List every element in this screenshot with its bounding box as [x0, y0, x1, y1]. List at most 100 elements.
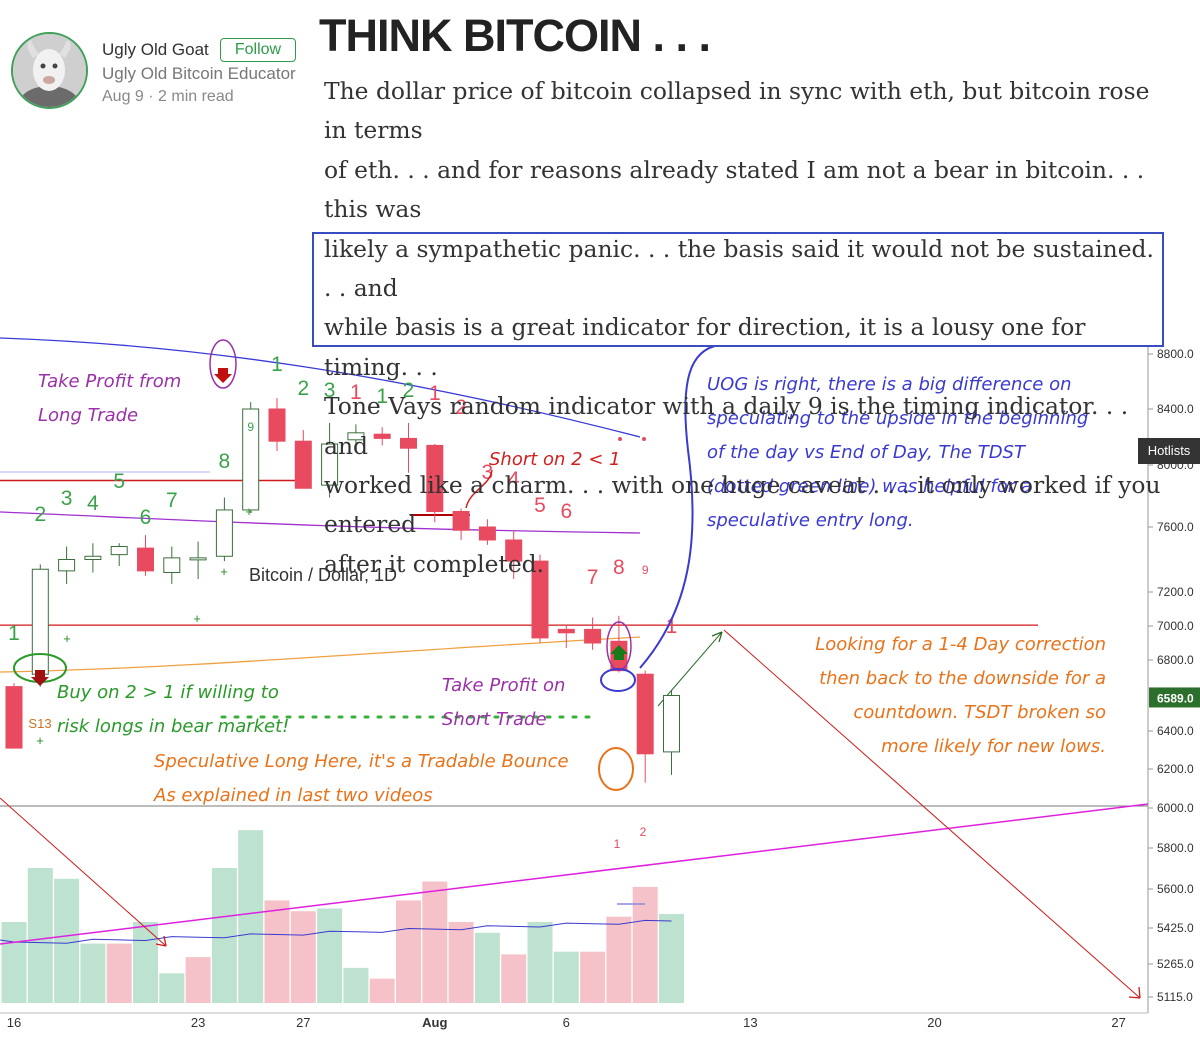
x-tick-label: 27 [1111, 1015, 1125, 1030]
candle [5, 686, 23, 749]
annotation-short-on: Short on 2 < 1 [489, 449, 621, 470]
annotation-uog: UOG is right, there is a big difference … [707, 374, 1072, 395]
candle [636, 673, 654, 755]
td-count: 9 [247, 420, 254, 434]
hotlists-button[interactable]: Hotlists [1138, 438, 1200, 464]
td-count: 2 [403, 379, 415, 402]
x-tick-label: 20 [927, 1015, 941, 1030]
volume-bar [632, 886, 658, 1003]
marker-dot [618, 437, 622, 441]
td-count: 2 [297, 377, 309, 400]
y-tick-label: 6000.0 [1157, 801, 1194, 815]
td-count: 6 [140, 506, 152, 529]
arrowhead-icon [155, 935, 167, 947]
volume-bar [290, 911, 316, 1003]
body-line: worked like a charm. . . with one huge c… [324, 471, 1161, 539]
volume-bar [527, 922, 553, 1003]
author-block: Ugly Old Goat Follow Ugly Old Bitcoin Ed… [0, 0, 310, 120]
y-tick-label: 7200.0 [1157, 585, 1194, 599]
candle [84, 555, 102, 560]
volume-count-label: 2 [640, 825, 647, 839]
trendline-magenta [0, 803, 1149, 945]
x-tick-label: 6 [563, 1015, 570, 1030]
volume-bar [369, 978, 395, 1003]
td-count: 1 [666, 615, 678, 638]
volume-bar [1, 922, 27, 1003]
annotation-looking-for: countdown. TSDT broken so [853, 702, 1106, 723]
td-count: 7 [166, 489, 178, 512]
candle [31, 568, 49, 675]
volume-bar [211, 868, 237, 1003]
x-tick-label: 13 [743, 1015, 757, 1030]
arrowhead-icon [1128, 986, 1141, 999]
td-count: 3 [324, 379, 336, 402]
volume-bar [553, 951, 579, 1003]
y-tick-label: 5800.0 [1157, 841, 1194, 855]
author-bio: Ugly Old Bitcoin Educator [102, 64, 296, 83]
td-count: 8 [219, 450, 231, 473]
volume-bar [54, 878, 80, 1003]
article-title: THINK BITCOIN . . . [319, 10, 711, 61]
td-count: 1 [376, 385, 388, 408]
annotation-speculative-long: Speculative Long Here, it's a Tradable B… [154, 751, 569, 772]
candle [478, 526, 496, 541]
circle-annotation [600, 668, 636, 692]
volume-bar [185, 957, 211, 1003]
plus-marker: + [245, 504, 253, 519]
annotation-take-profit-long: Long Trade [38, 405, 138, 426]
arrow-red-short [0, 797, 167, 947]
td-count: 1 [350, 381, 362, 404]
annotation-uog: speculative entry long. [707, 510, 914, 531]
candle [242, 408, 260, 511]
goat-avatar-icon [13, 34, 86, 107]
body-line: of eth. . . and for reasons already stat… [324, 155, 1145, 224]
annotation-take-profit-short: Take Profit on [442, 675, 565, 696]
annotation-buy-on: risk longs in bear market! [57, 716, 289, 737]
candle [663, 695, 680, 753]
annotation-uog: of the day vs End of Day, The TDST [707, 442, 1027, 463]
circle-annotation [209, 339, 237, 389]
td-count: 9 [642, 563, 649, 577]
article-body: The dollar price of bitcoin collapsed in… [324, 72, 1164, 584]
article: THINK BITCOIN . . . The dollar price of … [310, 0, 1200, 578]
annotation-looking-for: then back to the downside for a [819, 668, 1106, 689]
y-tick-label: 7000.0 [1157, 619, 1194, 633]
sell-arrow-icon [31, 670, 49, 686]
candle [215, 509, 233, 557]
volume-bar [238, 830, 264, 1003]
candle [531, 560, 549, 639]
annotation-buy-on: Buy on 2 > 1 if willing to [57, 682, 279, 703]
candle [321, 443, 339, 486]
td-count: 1 [429, 382, 441, 405]
moving-average-purple [0, 511, 641, 534]
td-count: 4 [508, 468, 520, 491]
sell-arrow-icon [214, 368, 232, 383]
td-count: 3 [61, 487, 73, 510]
follow-button[interactable]: Follow [220, 38, 296, 62]
td-count: 1 [8, 622, 20, 645]
body-line: after it completed. [324, 549, 545, 578]
x-tick-label: 27 [296, 1015, 310, 1030]
candle [347, 432, 365, 441]
avatar[interactable] [11, 32, 88, 109]
td-count: 3 [482, 461, 494, 484]
annotation-take-profit-long: Take Profit from [38, 371, 181, 392]
y-tick-label: 8400.0 [1157, 402, 1194, 416]
y-tick-label: 5600.0 [1157, 882, 1194, 896]
x-tick-label: Aug [422, 1015, 447, 1030]
y-tick-label: 8800.0 [1157, 347, 1194, 361]
candle [557, 628, 575, 634]
moving-average-blue [0, 337, 641, 438]
author-name[interactable]: Ugly Old Goat [102, 40, 209, 59]
y-tick-label: 6800.0 [1157, 653, 1194, 667]
candle [294, 440, 312, 489]
arrow-red-forecast [723, 629, 1141, 999]
current-price-tag [1149, 687, 1200, 708]
volume-bar [606, 916, 632, 1003]
volume-bar [27, 868, 53, 1003]
volume-count-label: 1 [614, 837, 621, 851]
volume-bar [659, 913, 684, 1003]
candle [584, 628, 602, 644]
